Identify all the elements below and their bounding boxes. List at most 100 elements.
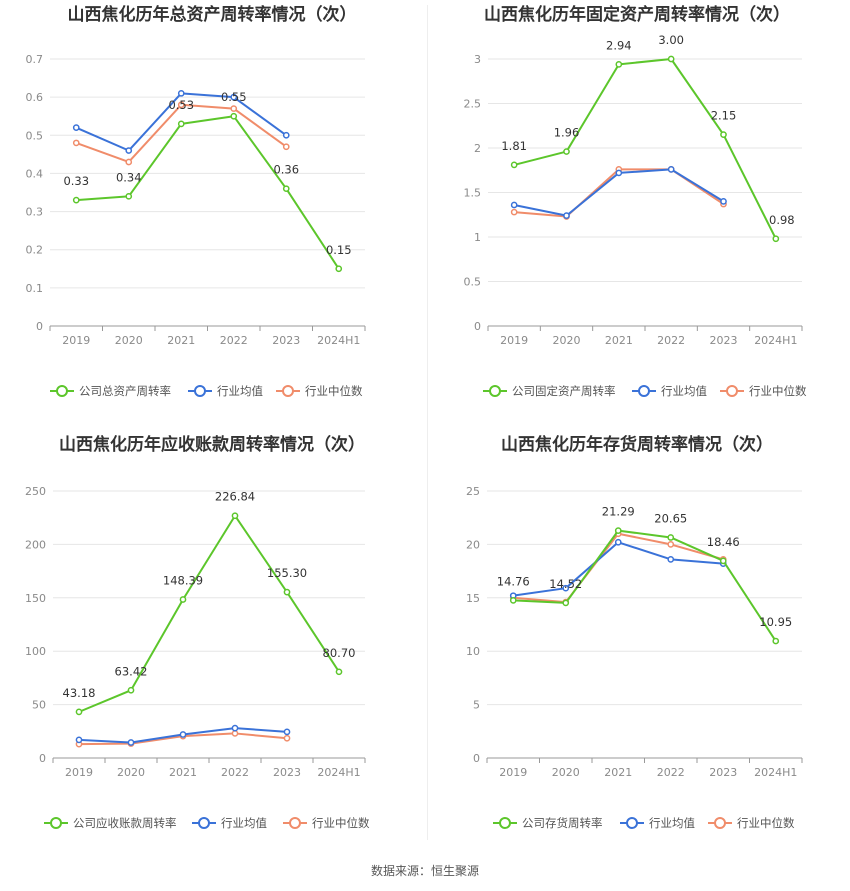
y-tick-label: 100 [25,645,46,658]
x-tick-label: 2023 [272,334,300,347]
chart-svg: 山西焦化历年固定资产周转率情况（次） 0 0.5 1 1.5 2 2.5 3 2019 2020 2… [464,4,807,398]
data-point-avg [125,147,133,154]
chart-svg: 山西焦化历年应收账款周转率情况（次） 0 50 100 150 200 250 2019 202… [25,434,370,830]
data-point-avg [230,93,238,101]
y-tick-label: 0 [39,752,46,765]
data-point-company [772,637,780,645]
legend-label: 行业中位数 [305,384,363,398]
chart-svg: 山西焦化历年存货周转率情况（次） 0 5 10 15 20 25 2019 2020 2021 20… [466,434,803,830]
legend-label: 行业均值 [649,816,695,830]
data-point-median [72,139,80,147]
data-point-company [177,120,185,128]
data-label: 2.15 [711,109,737,123]
data-point-median [283,734,291,742]
data-point-company [719,557,727,565]
legend-marker [726,385,738,397]
data-point-avg [75,736,83,744]
data-point-company [335,668,343,676]
legend-item-median: 行业中位数 [708,816,795,830]
x-tick-label: 2024H1 [317,334,360,347]
data-point-company [231,512,239,520]
data-label: 1.96 [554,126,580,140]
chart-title: 山西焦化历年存货周转率情况（次） [501,434,773,455]
legend-marker [198,817,210,829]
data-label: 0.15 [326,243,352,257]
data-point-avg [667,166,675,173]
data-label: 21.29 [602,505,635,519]
data-point-company [72,196,80,204]
x-tick-label: 2021 [604,766,632,779]
legend-marker [489,385,501,397]
legend-marker [50,817,62,829]
y-tick-label: 0.2 [26,244,44,257]
y-tick-label: 15 [466,592,480,605]
legend-marker [282,385,294,397]
chart-receivables-turnover: 山西焦化历年应收账款周转率情况（次） 0 50 100 150 200 250 2019 202… [0,430,425,860]
x-tick-label: 2022 [220,334,248,347]
x-tick-label: 2019 [65,766,93,779]
legend-label: 行业中位数 [737,816,795,830]
y-tick-label: 150 [25,592,46,605]
y-tick-label: 2.5 [464,98,482,111]
x-tick-label: 2021 [169,766,197,779]
legend-marker [194,385,206,397]
series-line-company [76,115,340,270]
data-point-avg [510,201,518,209]
data-label: 14.76 [497,574,530,588]
y-tick-label: 0.7 [26,53,44,66]
legend-item-median: 行业中位数 [276,384,363,398]
data-point-avg [720,198,727,205]
data-label: 20.65 [654,511,687,525]
data-label: 14.52 [549,577,582,591]
data-point-company [75,708,83,716]
data-label: 0.34 [116,170,142,184]
data-point-avg [667,556,675,563]
data-point-company [282,185,290,193]
x-tick-label: 2024H1 [754,766,797,779]
y-tick-label: 0 [473,752,480,765]
y-tick-label: 2 [474,142,481,155]
legend-label: 公司总资产周转率 [79,384,171,398]
data-point-median [510,208,518,216]
legend-item-avg: 行业均值 [192,816,267,830]
legend-item-median: 行业中位数 [283,816,370,830]
data-label: 18.46 [707,535,740,549]
series-line-company [513,529,777,642]
data-point-median [282,143,290,151]
data-label: 43.18 [63,686,96,700]
data-label: 148.39 [163,574,203,588]
data-point-company [127,686,135,694]
y-tick-label: 200 [25,538,46,551]
legend-label: 公司应收账款周转率 [73,816,177,830]
data-label: 0.98 [769,213,795,227]
data-point-company [772,235,780,243]
chart-fixed-asset-turnover: 山西焦化历年固定资产周转率情况（次） 0 0.5 1 1.5 2 2.5 3 2019 2020 2… [425,0,850,430]
y-tick-label: 1 [474,231,481,244]
data-point-company [563,148,570,155]
legend-item-avg: 行业均值 [188,384,263,398]
legend-item-avg: 行业均值 [632,384,707,398]
data-label: 0.36 [273,163,299,177]
y-tick-label: 0.5 [464,276,482,289]
y-tick-label: 0.4 [26,167,44,180]
x-tick-label: 2023 [273,766,301,779]
data-point-avg [72,124,80,132]
x-tick-label: 2023 [709,766,737,779]
chart-inventory-turnover: 山西焦化历年存货周转率情况（次） 0 5 10 15 20 25 2019 2020 2021 20… [425,430,850,860]
x-tick-label: 2019 [499,766,527,779]
legend-marker [626,817,638,829]
data-point-company [283,588,291,596]
x-tick-label: 2021 [167,334,195,347]
source-note: 数据来源：恒生聚源 [370,864,479,878]
x-tick-label: 2020 [553,334,581,347]
chart-title: 山西焦化历年固定资产周转率情况（次） [484,4,790,25]
chart-title: 山西焦化历年总资产周转率情况（次） [68,4,357,25]
data-point-avg [231,724,239,732]
y-tick-label: 0.1 [26,282,44,295]
x-tick-label: 2019 [62,334,90,347]
data-point-company [614,527,622,534]
data-label: 63.42 [115,664,148,678]
x-tick-label: 2021 [605,334,633,347]
data-point-company [230,112,238,120]
data-point-company [720,131,727,138]
